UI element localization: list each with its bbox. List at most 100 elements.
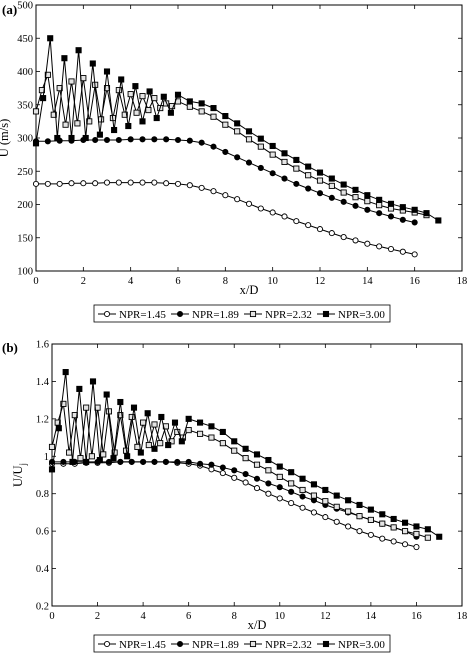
y-tick-label: 450 xyxy=(17,34,33,45)
legend-item: NPR=1.45 xyxy=(98,639,166,651)
data-point xyxy=(117,412,124,419)
x-tick-label: 18 xyxy=(457,276,468,287)
data-point xyxy=(151,445,158,452)
data-point xyxy=(234,196,241,203)
data-point xyxy=(288,500,295,507)
x-axis-label: x/D xyxy=(240,283,259,297)
data-point xyxy=(376,210,383,217)
data-point xyxy=(310,492,317,499)
data-point xyxy=(151,136,158,143)
legend-item: NPR=1.89 xyxy=(171,639,239,651)
data-point xyxy=(127,136,134,143)
data-point xyxy=(328,194,335,201)
data-point xyxy=(411,219,418,226)
data-point xyxy=(328,175,335,182)
data-point xyxy=(265,467,272,474)
data-point xyxy=(139,93,146,100)
plot-frame xyxy=(51,343,463,607)
data-point xyxy=(219,464,226,471)
data-point xyxy=(390,515,397,523)
data-point xyxy=(163,180,170,187)
data-point xyxy=(328,182,335,189)
data-point xyxy=(242,479,249,486)
y-tick-label: 250 xyxy=(17,167,33,178)
data-point xyxy=(402,519,409,526)
y-tick-label: 300 xyxy=(17,134,33,145)
data-point xyxy=(140,419,147,426)
data-point xyxy=(269,151,276,158)
y-tick-label: 100 xyxy=(17,267,33,278)
legend-label: NPR=1.45 xyxy=(119,309,166,321)
data-point xyxy=(165,442,172,449)
data-point xyxy=(234,120,241,127)
data-point xyxy=(162,458,169,465)
data-point xyxy=(435,217,442,224)
panel-label: (a) xyxy=(2,2,17,17)
series-NPR=1.89 xyxy=(48,458,420,540)
legend-label: NPR=1.89 xyxy=(192,639,239,651)
y-tick-label: 500 xyxy=(17,1,33,12)
legend-marker xyxy=(176,640,184,648)
data-point xyxy=(367,531,374,538)
data-point xyxy=(234,154,241,161)
data-point xyxy=(174,136,182,144)
legend-item: NPR=2.32 xyxy=(244,309,312,321)
data-point xyxy=(96,456,103,464)
data-point xyxy=(174,91,182,98)
series-NPR=1.89 xyxy=(32,136,418,226)
data-point xyxy=(185,415,192,422)
x-tick-label: 14 xyxy=(362,276,373,287)
data-point xyxy=(61,55,68,62)
data-point xyxy=(50,111,57,118)
data-point xyxy=(103,391,110,398)
data-point xyxy=(293,156,300,163)
x-tick-label: 2 xyxy=(95,611,100,622)
y-axis-label-main: U (m/s) xyxy=(0,119,11,158)
data-point xyxy=(276,495,283,502)
data-point xyxy=(186,98,193,105)
legend: NPR=1.45 NPR=1.89 NPR=2.32 NPR=3.00 xyxy=(93,634,391,653)
data-point xyxy=(281,158,288,165)
data-point xyxy=(253,485,261,492)
data-point xyxy=(132,83,139,90)
legend-box xyxy=(93,634,391,653)
legend-label: NPR=3.00 xyxy=(338,309,385,321)
y-tick-label: 0.4 xyxy=(36,564,50,575)
x-tick-label: 4 xyxy=(128,276,134,287)
data-point xyxy=(356,513,363,520)
data-point xyxy=(316,226,324,233)
data-point xyxy=(76,385,83,392)
data-point xyxy=(413,544,420,551)
data-point xyxy=(367,516,374,523)
chart-panel-b: (b) 0 2 4 6 8 10 12 14 16 18 0.2 0.4 0.6 0.8 1 1.2 1.4 1.6… xyxy=(2,340,467,653)
data-point xyxy=(299,475,306,482)
data-point xyxy=(103,136,111,144)
data-point xyxy=(74,120,81,127)
data-point xyxy=(185,458,192,465)
x-tick-label: 2 xyxy=(81,276,86,287)
data-point xyxy=(62,369,69,376)
data-point xyxy=(265,480,272,487)
data-point xyxy=(198,184,205,191)
data-point xyxy=(197,430,204,437)
data-point xyxy=(281,175,288,182)
data-point xyxy=(115,87,122,94)
data-point xyxy=(160,93,167,100)
data-point xyxy=(69,458,76,465)
data-point xyxy=(333,503,340,510)
data-point xyxy=(151,95,158,102)
data-point xyxy=(110,455,117,462)
x-tick-label: 12 xyxy=(315,276,326,287)
data-point xyxy=(96,131,103,138)
series-NPR=3.00 xyxy=(32,35,442,224)
data-point xyxy=(100,451,107,458)
data-point xyxy=(345,508,352,515)
data-point xyxy=(103,179,111,186)
data-point xyxy=(364,206,371,213)
data-point xyxy=(231,438,238,445)
data-point xyxy=(44,180,51,187)
data-point xyxy=(77,455,84,462)
data-point xyxy=(55,425,62,432)
data-point xyxy=(379,535,386,542)
panel-label: (b) xyxy=(2,340,18,355)
